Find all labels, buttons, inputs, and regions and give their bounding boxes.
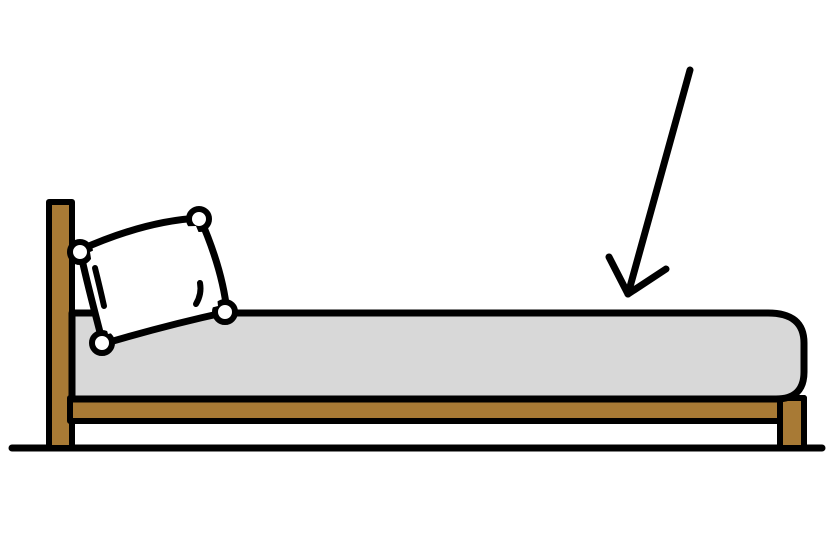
mattress (68, 309, 808, 403)
pillow-fill-patch (90, 226, 218, 334)
pointer-arrow (605, 66, 694, 298)
bed-leg-foot (777, 395, 807, 451)
arrow-head (605, 253, 670, 298)
pillow-corner (212, 299, 238, 325)
pillow-crease-right (193, 280, 204, 307)
pillow-crease-left (92, 265, 107, 309)
pillow-corner (186, 206, 212, 232)
arrow-shaft (624, 66, 694, 298)
pillow-corner (67, 239, 93, 265)
pillow (67, 206, 238, 356)
pillow-corner (89, 330, 115, 356)
